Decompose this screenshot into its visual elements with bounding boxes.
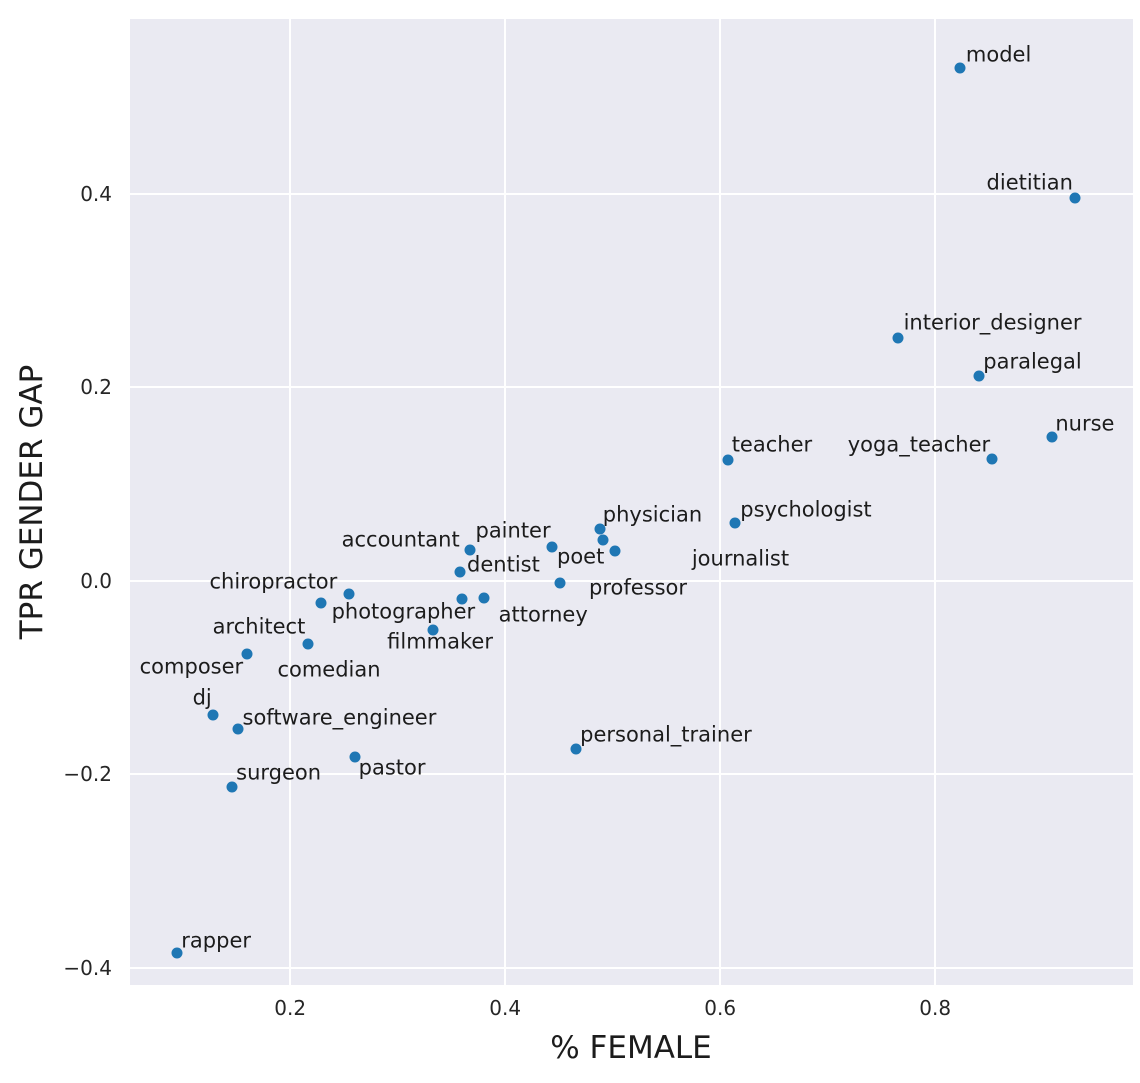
data-point-software_engineer: [232, 723, 243, 735]
gridline-vertical: [504, 19, 507, 985]
point-label-filmmaker: filmmaker: [387, 629, 493, 654]
point-label-interior_designer: interior_designer: [903, 310, 1082, 335]
point-label-comedian: comedian: [277, 657, 381, 682]
gridline-horizontal: [130, 579, 1133, 582]
y-tick-label: −0.2: [63, 762, 112, 787]
data-point-painter: [546, 541, 558, 553]
data-point-comedian: [302, 638, 314, 650]
data-point-yoga_teacher: [986, 453, 998, 465]
y-tick-label: 0.2: [80, 375, 112, 400]
x-tick-label: 0.4: [489, 996, 522, 1020]
point-label-composer: composer: [139, 654, 244, 679]
data-point-personal_trainer: [570, 743, 582, 755]
gridline-horizontal: [130, 193, 1133, 196]
data-point-journalist: [609, 545, 621, 557]
data-point-chiropractor: [343, 588, 355, 600]
data-point-nurse: [1046, 431, 1058, 443]
x-tick-label: 0.8: [919, 996, 952, 1020]
gridline-horizontal: [130, 773, 1133, 776]
data-point-accountant: [464, 544, 476, 556]
point-label-software_engineer: software_engineer: [242, 705, 437, 730]
data-point-paralegal: [973, 370, 985, 382]
point-label-surgeon: surgeon: [236, 760, 322, 785]
point-label-paralegal: paralegal: [983, 349, 1082, 374]
data-point-attorney: [478, 592, 490, 604]
point-label-rapper: rapper: [181, 928, 252, 953]
point-label-psychologist: psychologist: [740, 497, 872, 522]
data-point-dietitian: [1069, 192, 1081, 204]
data-point-pastor: [349, 751, 361, 763]
y-tick-label: 0.4: [80, 182, 112, 207]
point-label-teacher: teacher: [731, 432, 813, 457]
point-label-dj: dj: [192, 685, 212, 710]
point-label-physician: physician: [602, 502, 703, 527]
y-tick-label: 0.0: [80, 568, 112, 593]
gridline-vertical: [289, 19, 292, 985]
data-point-dentist: [454, 566, 466, 578]
data-point-professor: [554, 577, 566, 589]
data-point-architect: [315, 597, 327, 609]
data-point-dj: [207, 709, 219, 721]
x-tick-label: 0.2: [274, 996, 307, 1020]
point-label-painter: painter: [475, 518, 551, 543]
data-point-rapper: [171, 947, 183, 959]
data-point-model: [954, 62, 966, 74]
data-point-poet: [597, 534, 609, 546]
gridline-horizontal: [130, 966, 1133, 969]
data-point-interior_designer: [892, 332, 904, 344]
data-point-photographer: [456, 593, 468, 605]
y-tick-label: −0.4: [63, 955, 112, 980]
point-label-architect: architect: [212, 614, 306, 639]
point-label-journalist: journalist: [691, 546, 790, 571]
data-point-filmmaker: [427, 624, 439, 636]
point-label-nurse: nurse: [1055, 411, 1115, 436]
x-tick-label: 0.6: [704, 996, 737, 1020]
point-label-yoga_teacher: yoga_teacher: [847, 432, 991, 457]
data-point-surgeon: [226, 781, 238, 793]
point-label-dentist: dentist: [467, 552, 540, 577]
point-label-dietitian: dietitian: [986, 170, 1073, 195]
y-axis-label: TPR GENDER GAP: [14, 364, 50, 640]
point-label-accountant: accountant: [341, 527, 460, 552]
point-label-model: model: [965, 42, 1032, 67]
point-label-personal_trainer: personal_trainer: [580, 722, 752, 747]
x-axis-label: % FEMALE: [550, 1030, 712, 1066]
data-point-composer: [241, 648, 253, 660]
point-label-attorney: attorney: [498, 602, 588, 627]
point-label-pastor: pastor: [358, 755, 426, 780]
point-label-photographer: photographer: [331, 599, 476, 624]
point-label-poet: poet: [557, 544, 605, 569]
gridline-horizontal: [130, 386, 1133, 389]
data-point-physician: [594, 523, 606, 535]
gridline-vertical: [719, 19, 722, 985]
gridline-vertical: [934, 19, 937, 985]
plot-area: model dietitian interior_designer paralegal…: [130, 19, 1133, 985]
data-point-teacher: [722, 454, 734, 466]
point-label-professor: professor: [589, 575, 688, 600]
data-point-psychologist: [729, 517, 741, 529]
point-label-chiropractor: chiropractor: [209, 569, 338, 594]
